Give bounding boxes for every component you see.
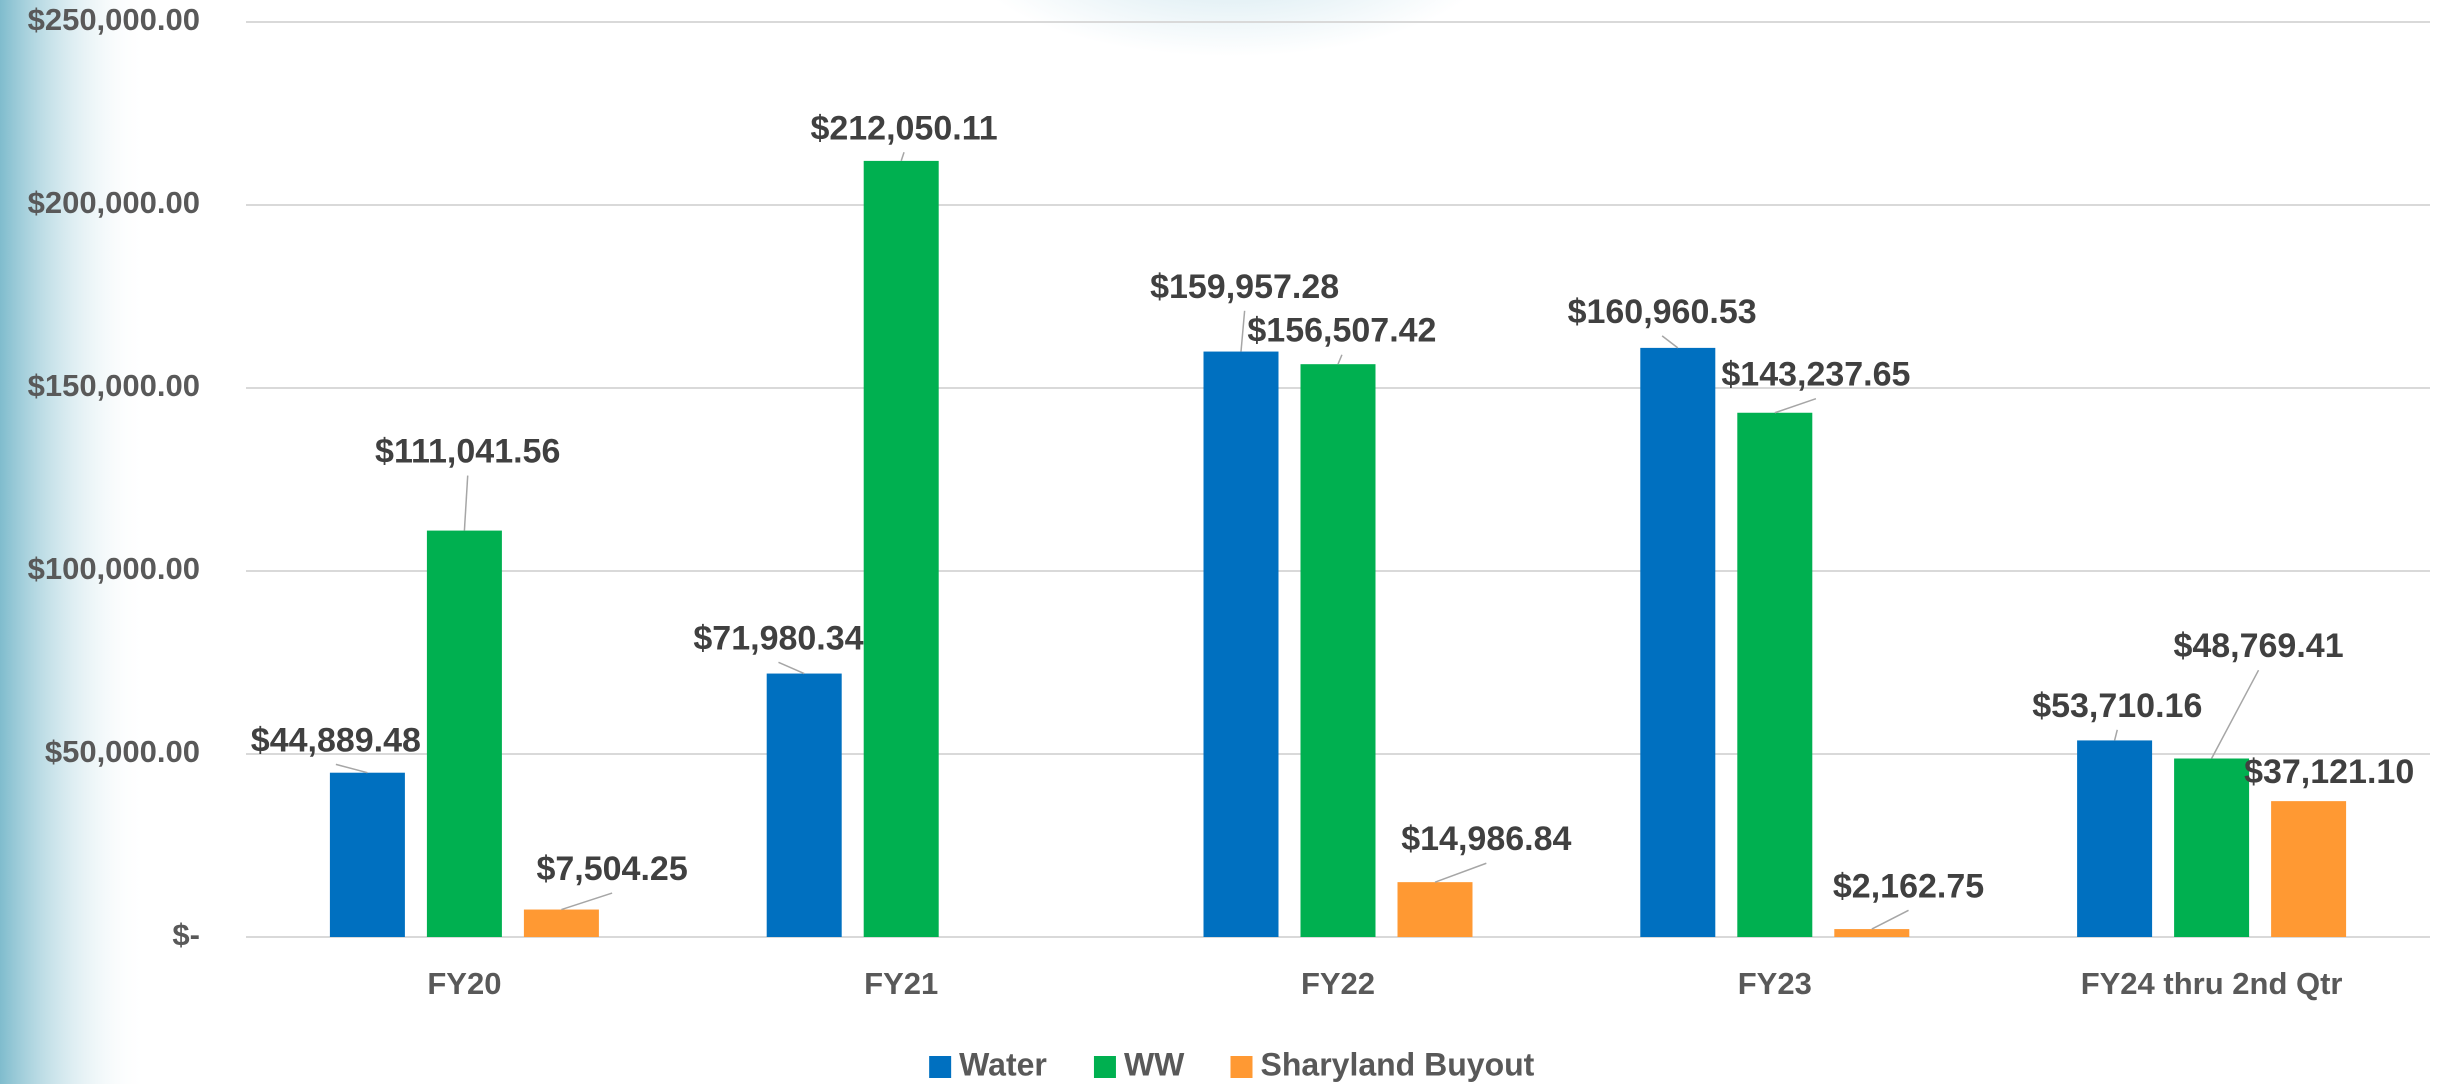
legend-label: Sharyland Buyout: [1261, 1046, 1535, 1082]
data-label: $14,986.84: [1401, 820, 1571, 858]
data-label: $156,507.42: [1247, 312, 1436, 350]
bar: [1737, 412, 1813, 937]
y-tick-label: $200,000.00: [28, 185, 200, 220]
y-tick-label: $100,000.00: [28, 551, 200, 586]
bar: [1203, 351, 1279, 937]
data-label: $159,957.28: [1150, 268, 1339, 306]
leader-line: [335, 763, 368, 774]
x-tick-label: FY22: [1301, 966, 1375, 1001]
data-label: $111,041.56: [375, 433, 560, 471]
data-label: $7,504.25: [536, 850, 687, 888]
leader-line: [900, 152, 905, 162]
data-label: $212,050.11: [810, 109, 997, 147]
data-label: $143,237.65: [1721, 356, 1910, 394]
x-tick-label: FY20: [427, 966, 501, 1001]
data-label: $44,889.48: [251, 721, 421, 759]
bar: [329, 772, 405, 937]
bar: [2077, 740, 2153, 937]
leader-line: [1434, 862, 1487, 883]
bar: [766, 673, 842, 937]
leader-line: [1337, 354, 1343, 365]
legend-swatch: [929, 1056, 952, 1078]
leader-line: [2210, 669, 2260, 759]
bar: [1300, 364, 1376, 937]
leader-line: [463, 475, 469, 531]
legend-label: Water: [959, 1046, 1047, 1082]
leader-line: [1240, 310, 1246, 352]
bar: [426, 530, 502, 937]
x-tick-label: FY24 thru 2nd Qtr: [2081, 966, 2343, 1001]
leader-line: [1871, 909, 1909, 930]
data-label: $48,769.41: [2173, 627, 2343, 665]
legend-swatch: [1230, 1056, 1253, 1078]
data-label: $160,960.53: [1568, 293, 1757, 331]
data-label: $37,121.10: [2244, 753, 2414, 791]
legend-label: WW: [1124, 1046, 1185, 1082]
leader-line: [778, 661, 805, 675]
bar: [2174, 758, 2250, 937]
bar: [523, 909, 599, 937]
bar: [2271, 801, 2347, 937]
leader-line: [1661, 335, 1679, 349]
bar: [863, 160, 939, 937]
data-label: $53,710.16: [2032, 687, 2202, 725]
bar: [1834, 929, 1910, 937]
data-label: $2,162.75: [1833, 867, 1984, 905]
data-label: $71,980.34: [693, 619, 863, 657]
y-tick-label: $150,000.00: [28, 368, 200, 403]
y-tick-label: $50,000.00: [45, 734, 200, 769]
x-tick-label: FY23: [1738, 966, 1812, 1001]
y-tick-label: $-: [172, 917, 200, 952]
bar: [1640, 347, 1716, 937]
y-tick-label: $250,000.00: [28, 2, 200, 37]
leader-line: [2113, 729, 2119, 741]
leader-line: [1774, 397, 1817, 414]
leader-line: [561, 892, 613, 911]
x-tick-label: FY21: [864, 966, 938, 1001]
bar: [1397, 882, 1473, 937]
legend-swatch: [1093, 1056, 1116, 1078]
